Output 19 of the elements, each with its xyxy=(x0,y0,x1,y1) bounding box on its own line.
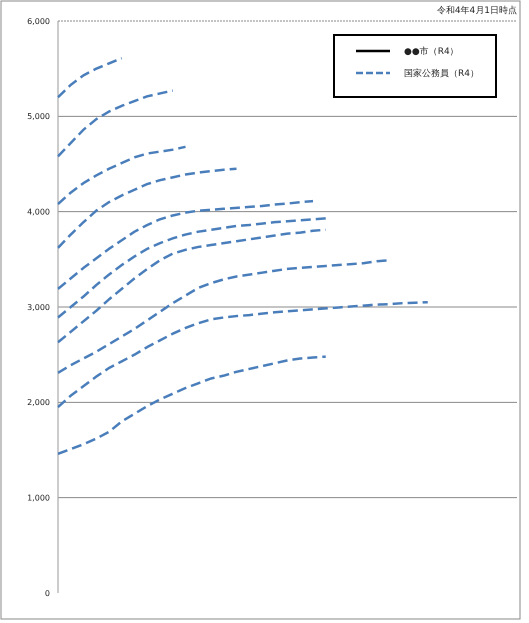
y-tick-label: 6,000 xyxy=(27,16,50,26)
legend-label: ●●市（R4） xyxy=(404,46,459,58)
line-series xyxy=(56,355,327,456)
line-series xyxy=(56,168,238,250)
y-tick-label: 1,000 xyxy=(27,493,50,502)
line-series xyxy=(56,89,174,158)
line-series xyxy=(56,200,314,290)
line-series xyxy=(56,146,187,206)
line-series xyxy=(56,300,429,408)
line-series xyxy=(56,228,327,344)
y-tick-label: 2,000 xyxy=(27,398,50,408)
text: 令和4年4月1日時点 xyxy=(436,5,517,16)
line-series xyxy=(56,56,123,99)
legend-label: 国家公務員（R4） xyxy=(404,68,479,80)
line-series xyxy=(56,217,327,319)
y-tick-label: 0 xyxy=(44,588,50,598)
y-tick-label: 4,000 xyxy=(27,207,50,216)
y-tick-label: 3,000 xyxy=(27,302,50,312)
y-tick-label: 5,000 xyxy=(27,112,50,122)
